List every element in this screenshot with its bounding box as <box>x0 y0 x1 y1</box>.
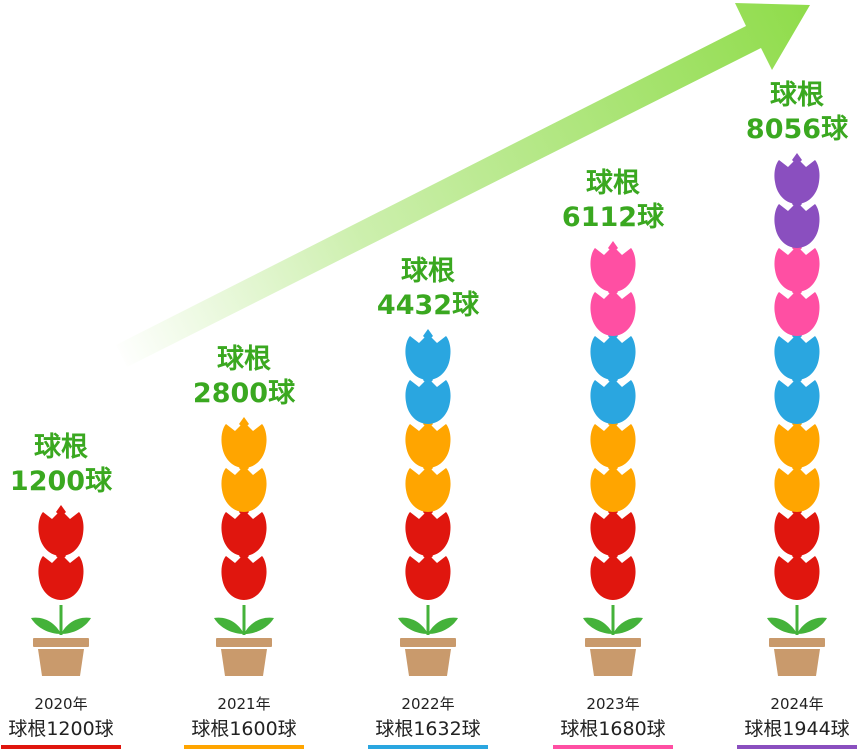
stem <box>426 605 430 635</box>
leaf-right <box>244 617 274 634</box>
tulip-bulb-icon <box>590 329 636 380</box>
tulip-bulb-icon <box>221 417 267 468</box>
year-underline <box>553 745 673 749</box>
tulip-bulb-icon <box>774 285 820 336</box>
total-label-line2: 4432球 <box>377 290 480 321</box>
leaf-right <box>61 617 91 634</box>
leaf-right <box>428 617 458 634</box>
tulip-bulb-icon <box>774 241 820 292</box>
stem <box>59 605 63 635</box>
total-label-line1: 球根 <box>586 168 640 199</box>
yearly-value-label: 球根1632球 <box>375 718 480 740</box>
year-tick-label: 2023年 <box>586 695 639 713</box>
tulip-bulb-icon <box>38 505 84 556</box>
year-underline <box>737 745 857 749</box>
leaf-left <box>214 617 244 634</box>
growth-arrow-icon <box>116 3 810 367</box>
flower-pot-rim <box>33 638 89 647</box>
leaf-left <box>583 617 613 634</box>
tulip-bulb-icon <box>774 461 820 512</box>
tulip-bulb-icon <box>590 549 636 600</box>
flower-pot-rim <box>216 638 272 647</box>
stem <box>242 605 246 635</box>
flower-pot-icon <box>590 649 636 676</box>
tulip-bulb-icon <box>774 153 820 204</box>
tulip-bulb-icon <box>405 549 451 600</box>
total-label-line1: 球根 <box>34 432 88 463</box>
tulip-bulb-icon <box>590 373 636 424</box>
total-label-line2: 1200球 <box>10 466 113 497</box>
total-label-line1: 球根 <box>401 256 455 287</box>
flower-pot-rim <box>585 638 641 647</box>
tulip-bulb-icon <box>221 505 267 556</box>
tulip-bulb-icon <box>590 417 636 468</box>
tulip-bulb-icon <box>405 461 451 512</box>
leaf-left <box>31 617 61 634</box>
leaf-left <box>398 617 428 634</box>
total-label-line1: 球根 <box>217 344 271 375</box>
year-tick-label: 2021年 <box>217 695 270 713</box>
total-label-line2: 2800球 <box>193 378 296 409</box>
stem <box>795 605 799 635</box>
yearly-value-label: 球根1600球 <box>191 718 296 740</box>
tulip-bulb-icon <box>774 505 820 556</box>
total-label-line2: 6112球 <box>562 202 665 233</box>
tulip-bulb-icon <box>405 505 451 556</box>
year-underline <box>1 745 121 749</box>
total-label-line1: 球根 <box>770 80 824 111</box>
tulip-bulb-icon <box>405 417 451 468</box>
year-tick-label: 2024年 <box>770 695 823 713</box>
year-tick-label: 2020年 <box>34 695 87 713</box>
tulip-bulb-icon <box>590 505 636 556</box>
year-tick-label: 2022年 <box>401 695 454 713</box>
tulip-bulb-icon <box>405 329 451 380</box>
tulip-bulb-icon <box>38 549 84 600</box>
leaf-left <box>767 617 797 634</box>
tulip-bulb-icon <box>774 329 820 380</box>
tulip-bulb-icon <box>774 549 820 600</box>
flower-pot-icon <box>221 649 267 676</box>
tulip-bulb-icon <box>590 285 636 336</box>
tulip-bulb-icon <box>590 461 636 512</box>
year-underline <box>368 745 488 749</box>
yearly-value-label: 球根1680球 <box>560 718 665 740</box>
stem <box>611 605 615 635</box>
tulip-bulb-icon <box>221 461 267 512</box>
flower-pot-icon <box>774 649 820 676</box>
flower-pot-rim <box>769 638 825 647</box>
flower-pot-icon <box>405 649 451 676</box>
flower-pot-rim <box>400 638 456 647</box>
tulip-bulb-icon <box>774 417 820 468</box>
tulip-bulb-icon <box>774 197 820 248</box>
tulip-bulb-icon <box>590 241 636 292</box>
tulip-bulb-icon <box>774 373 820 424</box>
tulip-bulb-icon <box>221 549 267 600</box>
tulip-bulb-icon <box>405 373 451 424</box>
leaf-right <box>613 617 643 634</box>
flower-pot-icon <box>38 649 84 676</box>
year-underline <box>184 745 304 749</box>
leaf-right <box>797 617 827 634</box>
total-label-line2: 8056球 <box>746 114 849 145</box>
yearly-value-label: 球根1944球 <box>744 718 849 740</box>
yearly-value-label: 球根1200球 <box>8 718 113 740</box>
